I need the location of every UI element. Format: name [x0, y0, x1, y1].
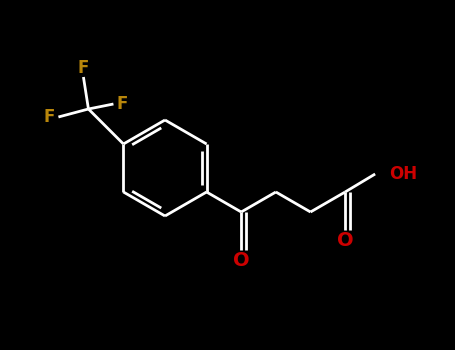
Text: F: F — [44, 108, 55, 126]
Text: O: O — [233, 251, 249, 270]
Text: O: O — [337, 231, 354, 250]
Text: F: F — [117, 95, 128, 113]
Text: F: F — [78, 59, 89, 77]
Text: OH: OH — [389, 165, 417, 183]
